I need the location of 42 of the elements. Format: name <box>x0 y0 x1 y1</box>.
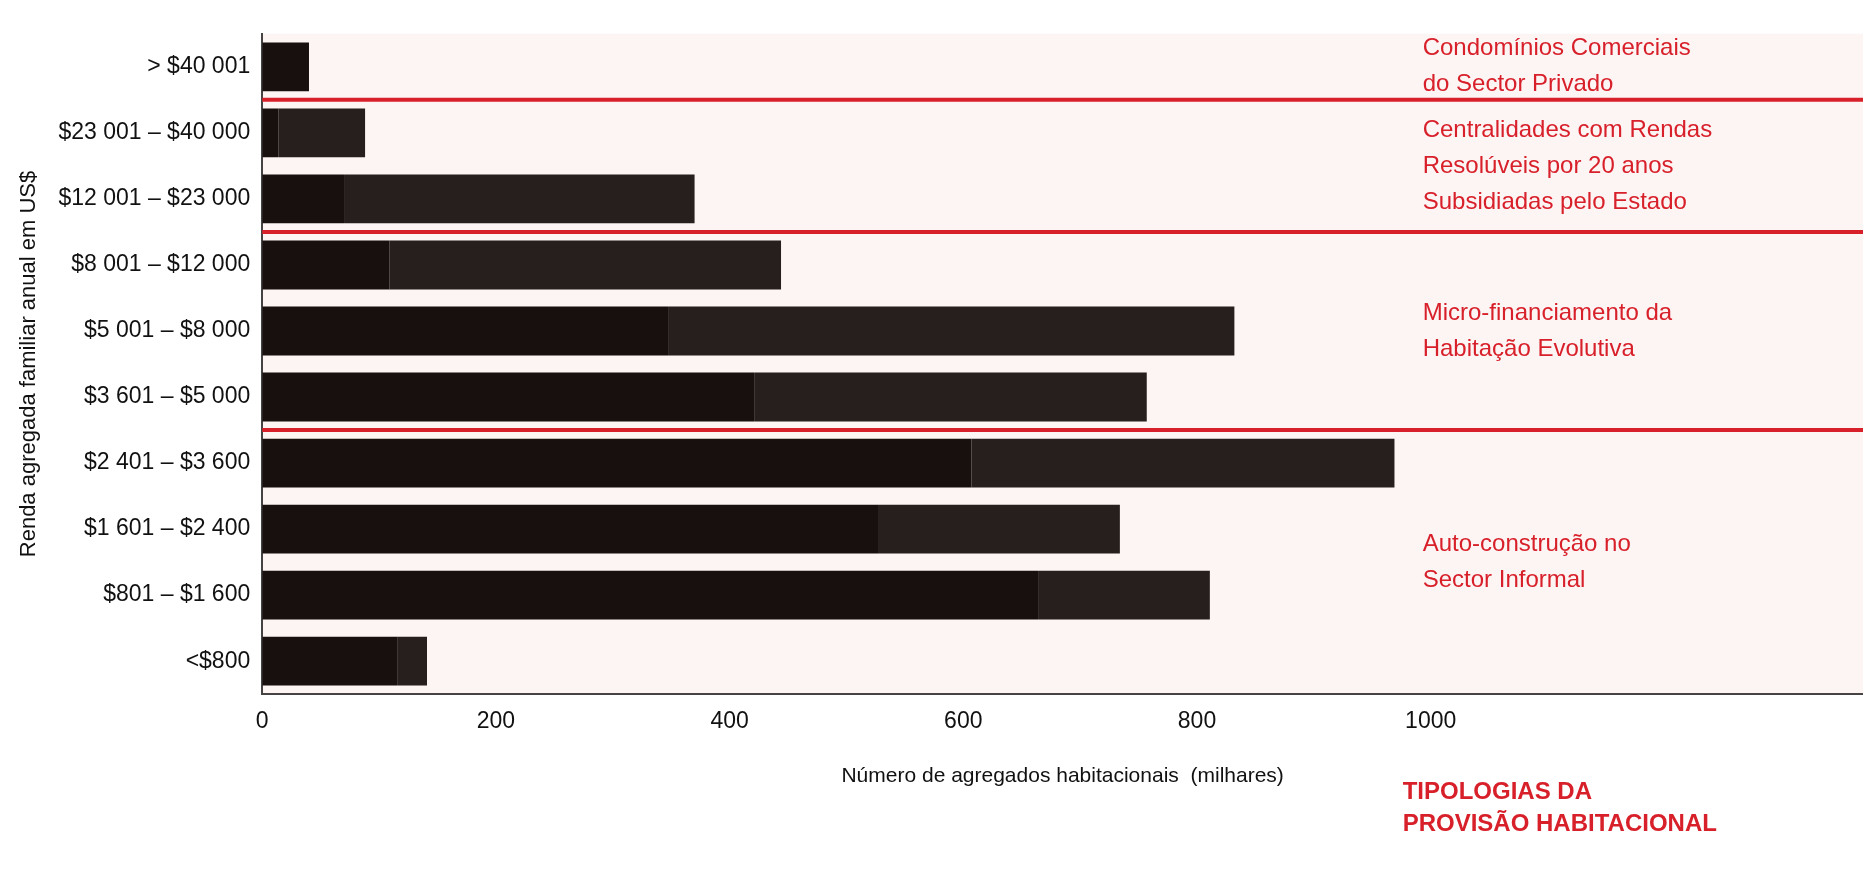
y-tick-label: $8 001 – $12 000 <box>71 250 251 277</box>
bar <box>262 306 669 356</box>
x-tick-label: 1000 <box>1405 707 1457 734</box>
band-label: Centralidades com Rendas Resolúveis por 20 anos Subsidiadas pelo Estado <box>1422 114 1713 214</box>
x-tick-label: 200 <box>476 707 516 734</box>
y-tick-label: <$800 <box>185 646 251 673</box>
band-label: Condomínios Comerciais do Sector Privado <box>1422 33 1691 97</box>
bar <box>262 570 1039 620</box>
x-tick-label: 600 <box>944 707 983 734</box>
x-tick-label: 800 <box>1177 707 1217 734</box>
y-tick-label: $23 001 – $40 000 <box>58 118 251 145</box>
bar <box>1038 570 1210 620</box>
y-tick-label: > $40 001 <box>147 52 251 79</box>
bar <box>262 504 879 554</box>
band-label: Auto-construção no Sector Informal <box>1422 528 1631 592</box>
y-tick-label: $1 601 – $2 400 <box>83 514 251 541</box>
bar <box>754 372 1147 422</box>
bar <box>971 438 1395 488</box>
bar <box>878 504 1120 554</box>
bar <box>262 240 390 290</box>
y-tick-label: $12 001 – $23 000 <box>58 184 251 211</box>
bar <box>344 174 695 224</box>
bar <box>262 174 345 224</box>
text: TIPOLOGIAS DA PROVISÃO HABITACIONAL <box>1402 776 1717 836</box>
bar <box>397 636 427 686</box>
bar <box>262 372 755 422</box>
bar <box>668 306 1235 356</box>
bar <box>262 438 972 488</box>
band-label: Micro-financiamento da Habitação Evolutiva <box>1422 297 1673 361</box>
bar <box>262 42 309 92</box>
bar <box>389 240 782 290</box>
bar <box>278 108 366 158</box>
y-tick-label: $801 – $1 600 <box>103 580 251 607</box>
x-axis-title: Número de agregados habitacionais (milhares) <box>841 763 1284 787</box>
y-tick-label: $5 001 – $8 000 <box>83 316 251 343</box>
y-tick-label: $2 401 – $3 600 <box>83 448 251 475</box>
x-tick-label: 0 <box>255 707 269 734</box>
bar <box>262 108 279 158</box>
y-tick-label: $3 601 – $5 000 <box>83 382 251 409</box>
x-tick-label: 400 <box>710 707 749 734</box>
bar <box>262 636 398 686</box>
y-axis-title: Renda agregada familiar anual em US$ <box>15 170 41 558</box>
